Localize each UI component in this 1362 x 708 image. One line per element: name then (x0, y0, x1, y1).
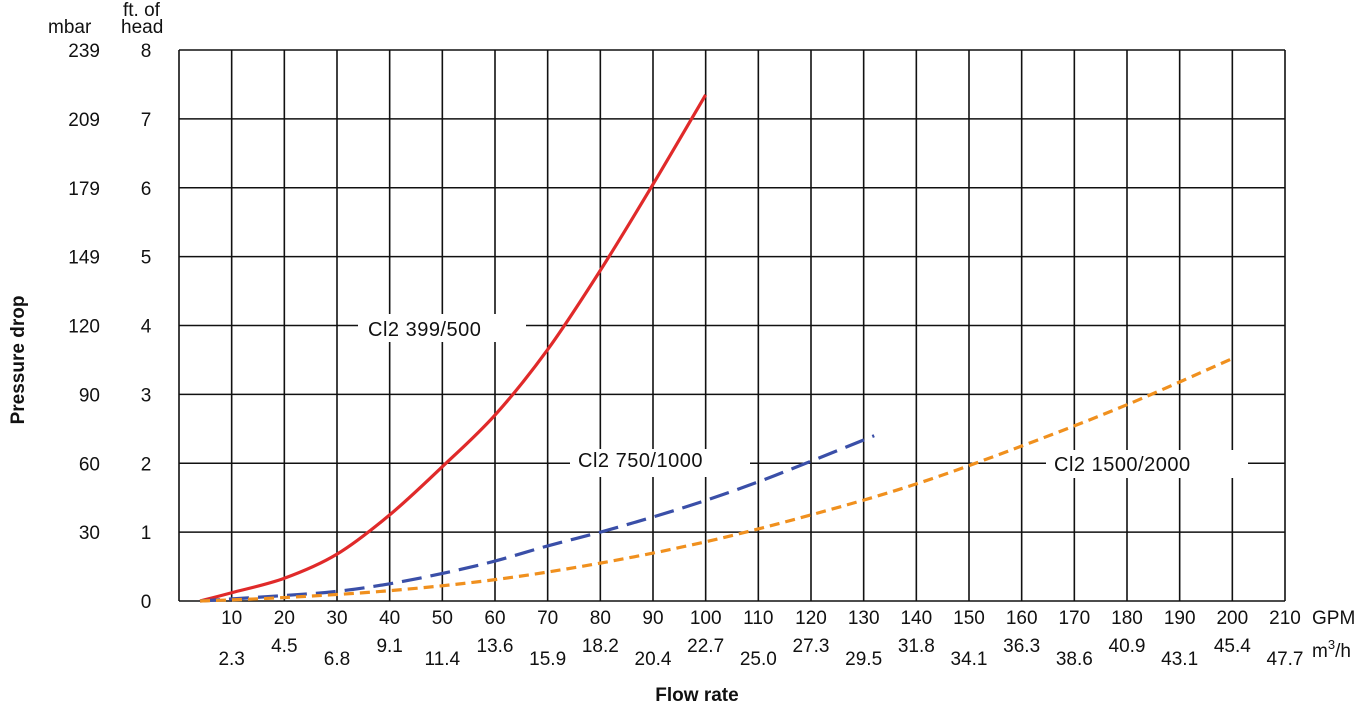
x-tick-m3h: 6.8 (324, 649, 350, 670)
y-tick-mbar: 209 (68, 110, 100, 131)
x-tick-gpm: 200 (1216, 608, 1248, 629)
x-tick-m3h: 11.4 (425, 649, 461, 670)
label-bg-750 (570, 449, 750, 477)
x-tick-m3h: 20.4 (635, 649, 672, 670)
chart-series (199, 93, 1233, 603)
y-tick-ft: 5 (141, 248, 152, 269)
x-tick-m3h: 36.3 (1003, 636, 1040, 657)
y-tick-ft: 0 (141, 592, 152, 613)
series-line (200, 357, 1233, 603)
x-unit-m3h: m3/h (1312, 637, 1351, 662)
x-tick-labels: 10 20 30 40 50 60 70 80 90 100 110 120 130 140 150 160 1… (218, 608, 1303, 670)
x-tick-gpm: 170 (1058, 608, 1090, 629)
x-tick-m3h: 18.2 (582, 636, 619, 657)
x-unit-gpm: GPM (1312, 608, 1355, 629)
x-tick-gpm: 160 (1006, 608, 1038, 629)
y-unit-ft-line2: head (121, 17, 163, 38)
y-tick-mbar: 30 (79, 523, 100, 544)
x-tick-m3h: 13.6 (477, 636, 514, 657)
x-tick-gpm: 30 (326, 608, 347, 629)
series-line (199, 434, 875, 603)
series-label-1500-2000: Cl2 1500/2000 (1054, 454, 1191, 476)
y-tick-mbar: 90 (79, 385, 100, 406)
x-tick-m3h: 31.8 (898, 636, 935, 657)
x-tick-m3h: 27.3 (793, 636, 830, 657)
x-tick-gpm: 190 (1164, 608, 1196, 629)
chart-grid (178, 49, 1286, 602)
x-tick-gpm: 150 (953, 608, 985, 629)
series-line (199, 93, 708, 603)
y-tick-ft: 1 (141, 523, 152, 544)
x-tick-m3h: 38.6 (1056, 649, 1093, 670)
x-tick-gpm: 210 (1269, 608, 1301, 629)
label-bg-399 (358, 314, 526, 342)
x-axis-title: Flow rate (655, 685, 738, 706)
x-tick-m3h: 34.1 (951, 649, 988, 670)
x-tick-gpm: 180 (1111, 608, 1143, 629)
y-tick-ft: 7 (141, 110, 152, 131)
x-tick-gpm: 90 (642, 608, 663, 629)
series-label-750-1000: Cl2 750/1000 (578, 450, 703, 472)
x-tick-gpm: 120 (795, 608, 827, 629)
x-tick-gpm: 70 (537, 608, 558, 629)
x-tick-m3h: 43.1 (1161, 649, 1198, 670)
x-tick-m3h: 2.3 (218, 649, 244, 670)
x-tick-gpm: 130 (848, 608, 880, 629)
x-tick-gpm: 100 (690, 608, 722, 629)
y-tick-mbar: 120 (68, 317, 100, 338)
x-tick-gpm: 60 (484, 608, 505, 629)
x-tick-gpm: 110 (743, 608, 773, 629)
x-tick-m3h: 4.5 (271, 636, 297, 657)
x-tick-m3h: 45.4 (1214, 636, 1251, 657)
series-label-399-500: Cl2 399/500 (368, 319, 481, 341)
x-tick-m3h: 25.0 (740, 649, 777, 670)
x-tick-m3h: 15.9 (529, 649, 566, 670)
x-tick-m3h: 22.7 (687, 636, 724, 657)
y-tick-mbar: 239 (68, 41, 100, 62)
x-tick-gpm: 10 (221, 608, 242, 629)
label-bg-1500 (1046, 450, 1248, 478)
y-tick-mbar: 149 (68, 248, 100, 269)
x-tick-gpm: 80 (590, 608, 611, 629)
y-tick-ft: 6 (141, 179, 152, 200)
x-tick-gpm: 40 (379, 608, 400, 629)
x-tick-m3h: 29.5 (845, 649, 882, 670)
y-unit-ft-line1: ft. of (123, 0, 161, 21)
y-tick-ft: 3 (141, 385, 152, 406)
y-tick-ft: 2 (141, 454, 152, 475)
y-tick-mbar: 179 (68, 179, 100, 200)
x-tick-gpm: 50 (432, 608, 453, 629)
x-tick-m3h: 47.7 (1267, 649, 1304, 670)
x-tick-m3h: 9.1 (376, 636, 402, 657)
x-tick-gpm: 20 (274, 608, 295, 629)
y-axis-title: Pressure drop (8, 296, 29, 425)
y-tick-ft: 4 (141, 317, 152, 338)
y-tick-ft: 8 (141, 41, 152, 62)
y-tick-labels: 0 1 30 2 60 3 90 4 120 5 149 6 179 7 209 8 239 (68, 41, 151, 613)
x-tick-m3h: 40.9 (1109, 636, 1146, 657)
y-tick-mbar: 60 (79, 454, 100, 475)
y-unit-mbar: mbar (48, 17, 92, 38)
x-tick-gpm: 140 (900, 608, 932, 629)
